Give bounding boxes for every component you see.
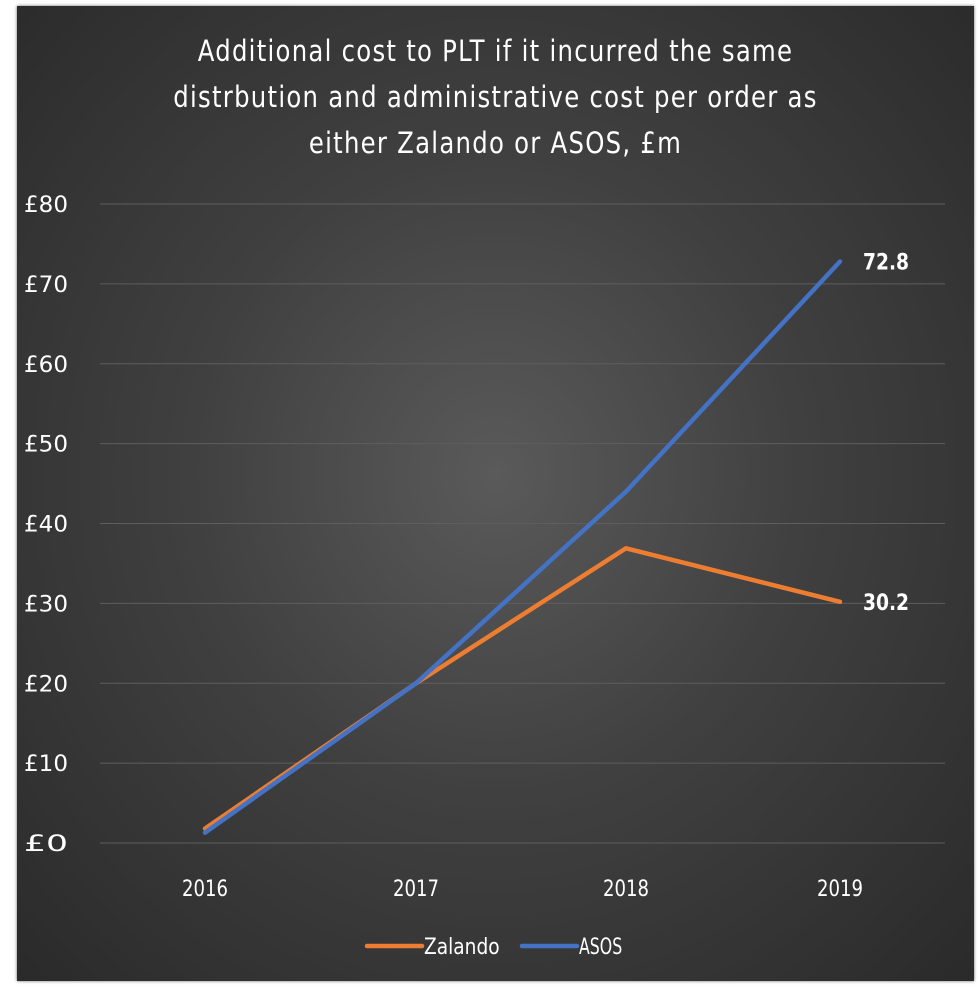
series-lines [202,259,843,835]
y-tick-label: £50 [24,433,68,458]
legend-label-asos: ASOS [579,935,622,960]
chart-title-line-3: either Zalando or ASOS, £m [308,126,683,160]
x-tick-label: 2017 [393,877,439,902]
y-axis-tick-labels: £0 £10 £20 £30 £40 £50 £60 £70 £80 [24,193,68,857]
data-label-asos: 72.8 [863,251,909,276]
chart-title-line-2: distrbution and administrative cost per … [173,80,818,114]
y-tick-label: £0 [24,832,68,857]
chart-title: Additional cost to PLT if it incurred th… [94,28,898,166]
y-tick-label: £20 [24,672,68,697]
series-line-asos [202,259,843,835]
series-line-zalando [202,546,843,831]
x-tick-label: 2016 [182,877,228,902]
chart-panel [17,6,974,981]
y-tick-label: £60 [24,353,68,378]
x-axis-tick-labels: 2016 2017 2018 2019 [182,877,863,902]
legend: Zalando ASOS [364,935,622,960]
y-tick-label: £40 [24,513,68,538]
y-tick-label: £70 [24,273,68,298]
x-tick-label: 2018 [603,877,649,902]
data-labels: 30.2 72.8 [863,251,909,616]
y-tick-label: £80 [24,193,68,218]
gridlines [100,203,945,844]
data-label-zalando: 30.2 [863,591,909,616]
legend-label-zalando: Zalando [424,935,500,960]
chart-title-line-1: Additional cost to PLT if it incurred th… [197,34,794,68]
x-tick-label: 2019 [817,877,863,902]
y-tick-label: £10 [24,752,68,777]
y-tick-label: £30 [24,592,68,617]
